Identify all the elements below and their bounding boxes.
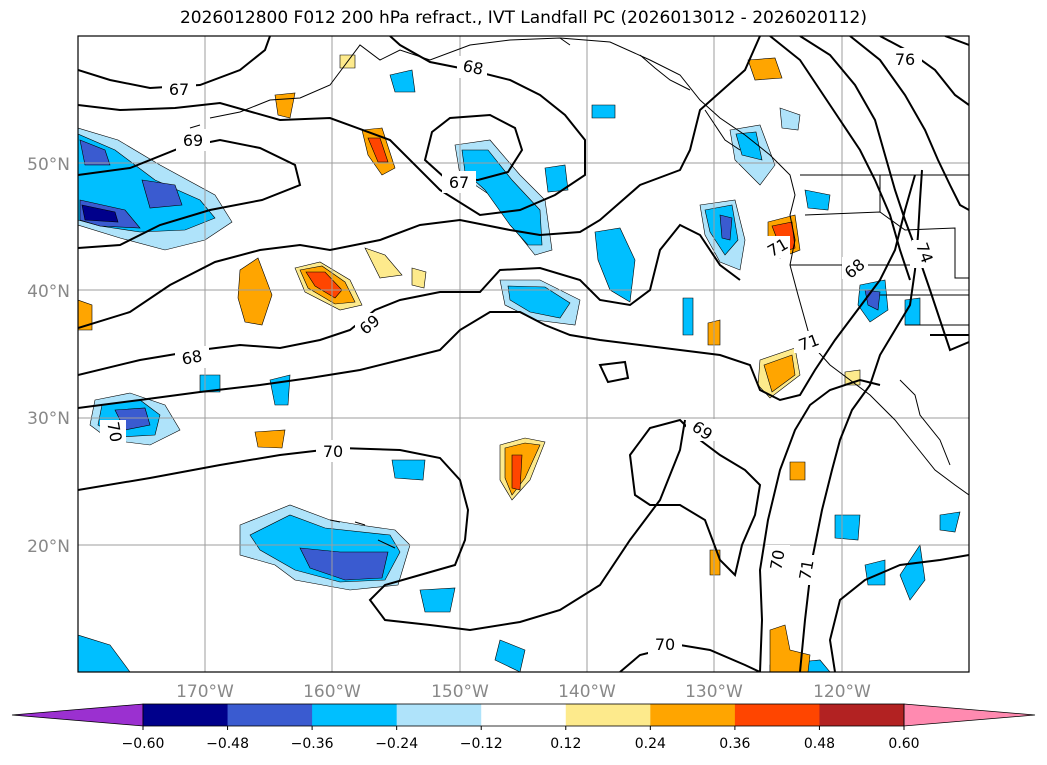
contour-label: 68 xyxy=(461,56,485,79)
colorbar-segment xyxy=(227,704,313,726)
lon-label: 140°W xyxy=(558,682,616,702)
contour-label: 67 xyxy=(449,173,469,192)
lon-label: 120°W xyxy=(813,682,871,702)
colorbar-tick-label: 0.48 xyxy=(804,736,835,752)
colorbar-tick-label: 0.60 xyxy=(888,736,919,752)
colorbar-segment xyxy=(396,704,482,726)
lon-label: 170°W xyxy=(176,682,234,702)
contour-label: 70 xyxy=(766,548,788,571)
map-frame xyxy=(77,35,970,673)
colorbar-extend-high xyxy=(903,703,1036,727)
negative-anomaly-shading xyxy=(78,69,961,672)
contour-label: 76 xyxy=(895,50,915,69)
colorbar-tick-label: 0.36 xyxy=(719,736,750,752)
lat-label: 20°N xyxy=(27,537,70,557)
contour-label: 70 xyxy=(323,442,343,461)
colorbar-segment xyxy=(565,704,651,726)
lon-label: 150°W xyxy=(431,682,489,702)
colorbar-frame xyxy=(142,703,905,727)
colorbar-extend-low xyxy=(11,703,144,727)
lat-label: 30°N xyxy=(27,409,70,429)
chart-title: 2026012800 F012 200 hPa refract., IVT La… xyxy=(179,8,867,28)
colorbar-tick-label: −0.36 xyxy=(291,736,334,752)
colorbar-segment xyxy=(650,704,736,726)
colorbar-tick-label: −0.60 xyxy=(122,736,165,752)
colorbar-tick-label: −0.24 xyxy=(375,736,418,752)
colorbar-tick-label: 0.12 xyxy=(550,736,581,752)
contour-label: 69 xyxy=(183,131,203,150)
colorbar: −0.60 −0.48 −0.36 −0.24 −0.12 0.12 0.24 0.36 0.4… xyxy=(11,703,1036,752)
colorbar-tick-label: 0.24 xyxy=(635,736,666,752)
colorbar-segment xyxy=(819,704,905,726)
contour-label: 67 xyxy=(169,80,189,99)
contour-labels: 67 68 69 67 76 69 68 69 70 68 70 70 71 xyxy=(103,50,937,654)
lon-label: 160°W xyxy=(303,682,361,702)
contour-label: 70 xyxy=(103,420,125,443)
longitude-labels: 170°W 160°W 150°W 140°W 130°W 120°W xyxy=(176,682,871,702)
lon-label: 130°W xyxy=(685,682,743,702)
colorbar-segment xyxy=(734,704,820,726)
lat-label: 50°N xyxy=(27,155,70,175)
colorbar-segment xyxy=(481,704,567,726)
lat-label: 40°N xyxy=(27,282,70,302)
contour-label: 68 xyxy=(180,346,203,368)
contour-label: 71 xyxy=(795,558,817,581)
contour-label: 70 xyxy=(655,635,675,654)
colorbar-tick-label: −0.12 xyxy=(460,736,503,752)
colorbar-segment xyxy=(312,704,398,726)
latitude-labels: 50°N 40°N 30°N 20°N xyxy=(27,155,70,557)
colorbar-segment xyxy=(143,704,229,726)
colorbar-tick-label: −0.48 xyxy=(206,736,249,752)
map-panel: 67 68 69 67 76 69 68 69 70 68 70 70 71 xyxy=(78,36,969,672)
